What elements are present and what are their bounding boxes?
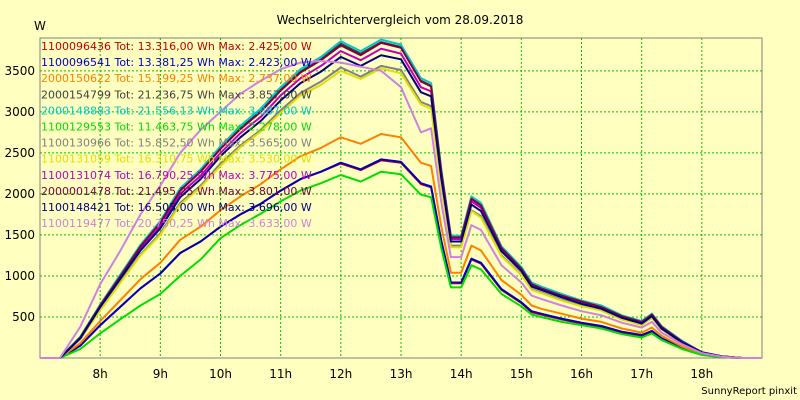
y-tick-label: 2000 (4, 187, 35, 201)
plot-area: 500 1000 1500 2000 2500 3000 3500 8h 9h 10h 11h 12h… (4, 37, 763, 381)
x-tick-label: 12h (329, 367, 352, 381)
y-tick-label: 3500 (4, 64, 35, 78)
legend-entry: 1100131059 Tot: 16.310,75 Wh Max: 3.530,… (41, 153, 312, 166)
x-tick-label: 16h (570, 367, 593, 381)
y-tick-label: 1500 (4, 228, 35, 242)
x-tick-label: 18h (690, 367, 713, 381)
series-line (40, 158, 762, 359)
legend-entry: 2000150622 Tot: 15.199,25 Wh Max: 2.737,… (41, 72, 312, 85)
x-tick-label: 14h (450, 367, 473, 381)
x-tick-label: 8h (93, 367, 108, 381)
legend-entry: 1100129553 Tot: 11.463,75 Wh Max: 2.278,… (41, 121, 312, 134)
legend-entry: 2000001478 Tot: 21.495,25 Wh Max: 3.801,… (41, 185, 312, 198)
legend-entry: 1100119477 Tot: 20.750,25 Wh Max: 3.633,… (41, 217, 312, 230)
series-line (40, 41, 762, 359)
legend-entry: 1100096436 Tot: 13.316,00 Wh Max: 2.425,… (41, 40, 312, 53)
legend-entry: 2000148883 Tot: 21.556,13 Wh Max: 3.887,… (41, 104, 312, 117)
series-line (40, 67, 762, 359)
legend-entry: 2000154799 Tot: 21.236,75 Wh Max: 3.857,… (41, 88, 312, 101)
footer-credit: SunnyReport pinxit (701, 386, 797, 397)
legend-entry: 1100131074 Tot: 16.790,25 Wh Max: 3.775,… (41, 169, 312, 182)
x-tick-label: 11h (269, 367, 292, 381)
y-tick-label: 500 (12, 310, 35, 324)
y-axis-unit: W (34, 19, 46, 33)
legend-entry: 1100148421 Tot: 16.505,00 Wh Max: 3.696,… (41, 201, 312, 214)
x-tick-label: 9h (153, 367, 168, 381)
series-line (40, 60, 762, 359)
x-tick-label: 13h (390, 367, 413, 381)
series-line (40, 133, 762, 359)
x-tick-label: 17h (630, 367, 653, 381)
y-tick-label: 1000 (4, 269, 35, 283)
series-line (40, 170, 762, 359)
legend-entry: 1100096541 Tot: 13.381,25 Wh Max: 2.423,… (41, 56, 312, 69)
x-tick-label: 15h (510, 367, 533, 381)
y-tick-label: 3000 (4, 105, 35, 119)
series-line (40, 54, 762, 359)
y-tick-label: 2500 (4, 146, 35, 160)
x-tick-label: 10h (209, 367, 232, 381)
legend-entry: 1100130966 Tot: 15.852,50 Wh Max: 3.565,… (41, 137, 312, 150)
chart-title: Wechselrichtervergleich vom 28.09.2018 (277, 13, 524, 27)
